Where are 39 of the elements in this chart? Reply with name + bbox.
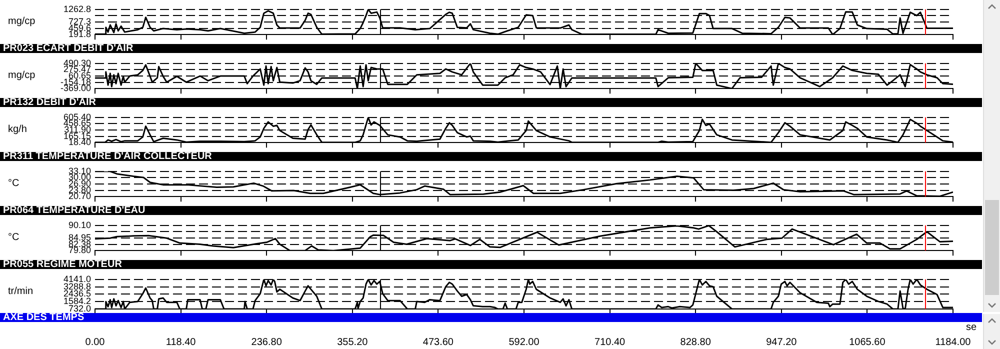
y-tick-label: 3288.8 bbox=[63, 281, 91, 292]
y-tick-label: 2436.5 bbox=[63, 288, 91, 299]
text: se bbox=[966, 322, 977, 333]
y-tick-label: 90.10 bbox=[68, 220, 91, 230]
y-tick-label: 84.95 bbox=[68, 232, 91, 242]
y-tick-label: 727.3 bbox=[68, 16, 91, 26]
x-tick-label: 118.40 bbox=[166, 336, 196, 348]
y-tick-label: 191.8 bbox=[68, 29, 91, 40]
y-tick-label: 605.40 bbox=[63, 112, 91, 122]
y-tick-label: 20.70 bbox=[68, 191, 91, 202]
y-tick-label: 18.40 bbox=[68, 137, 91, 148]
chart-title: PR311 TEMPERATURE D'AIR COLLECTEUR bbox=[0, 151, 982, 162]
x-tick-label: 236.80 bbox=[251, 336, 282, 348]
x-tick-label: 828.80 bbox=[680, 336, 712, 348]
y-tick-label: 79.80 bbox=[68, 245, 91, 256]
y-tick-label: 1262.8 bbox=[63, 4, 91, 14]
chart-title: PR064 TEMPERATURE D'EAU bbox=[0, 205, 982, 216]
x-tick-label: 592.00 bbox=[508, 336, 540, 348]
chart-title: PR132 DEBIT D'AIR bbox=[0, 97, 982, 108]
x-tick-label: 1184.00 bbox=[935, 336, 972, 348]
chart-title: PR055 REGIME MOTEUR bbox=[0, 259, 982, 270]
x-tick-label: 473.60 bbox=[422, 336, 454, 348]
x-tick-label: 947.20 bbox=[766, 336, 798, 348]
y-axis-title: °C bbox=[8, 232, 20, 242]
x-tick-label: 710.40 bbox=[594, 336, 626, 348]
x-tick-label: 0.00 bbox=[85, 336, 106, 348]
x-tick-label: 1065.60 bbox=[849, 336, 886, 348]
x-tick-label: 355.20 bbox=[337, 336, 368, 348]
y-tick-label: 4141.0 bbox=[63, 274, 91, 284]
y-tick-label: -369.00 bbox=[60, 83, 91, 94]
x-axis-title: AXE DES TEMPS bbox=[0, 312, 982, 323]
y-axis-title: mg/cp bbox=[8, 16, 36, 26]
y-axis-title: kg/h bbox=[8, 124, 27, 134]
y-tick-label: 490.30 bbox=[63, 58, 91, 68]
chart-title: PR023 ECART DEBIT D'AIR bbox=[0, 43, 982, 54]
y-axis-title: °C bbox=[8, 178, 20, 188]
y-axis-title: mg/cp bbox=[8, 70, 36, 80]
y-tick-label: 33.10 bbox=[68, 166, 91, 176]
y-axis-title: tr/min bbox=[8, 286, 33, 296]
